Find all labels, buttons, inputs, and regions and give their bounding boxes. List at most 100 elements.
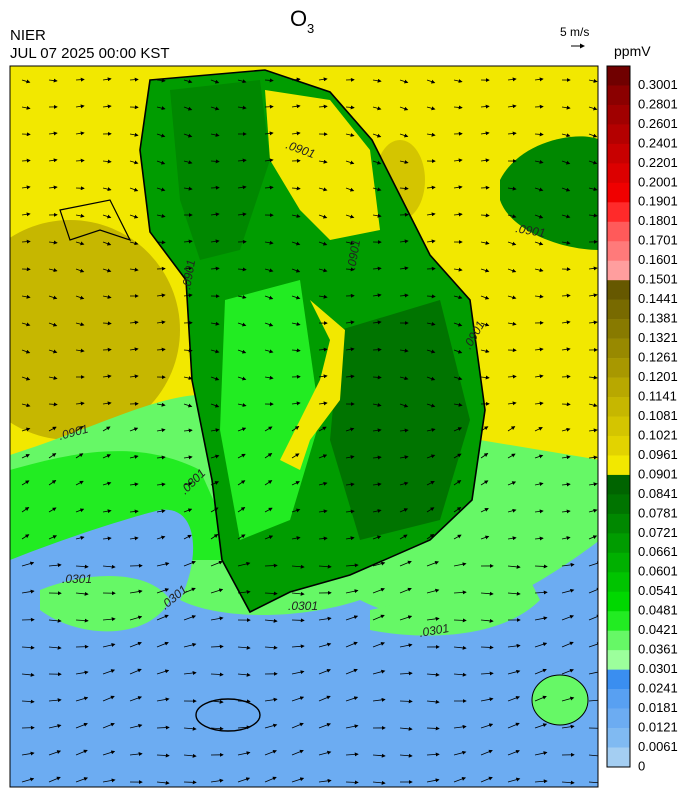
wind-arrow: [129, 160, 139, 165]
wind-arrow: [237, 672, 251, 677]
colorbar-frame: [606, 65, 631, 768]
wind-arrow: [372, 375, 382, 380]
wind-arrow: [561, 214, 571, 219]
wind-arrow: [453, 267, 463, 272]
wind-arrow: [75, 158, 85, 163]
wind-arrow: [561, 615, 574, 621]
wind-arrow: [588, 320, 598, 325]
wind-arrow: [453, 349, 463, 354]
wind-arrow: [21, 239, 31, 244]
wind-arrow: [129, 723, 143, 729]
wind-arrow: [75, 749, 88, 756]
wind-arrow: [102, 104, 112, 109]
colorbar-box: [607, 85, 630, 106]
wind-arrow: [480, 158, 490, 163]
colorbar-label: 0.1021: [638, 427, 678, 442]
wind-arrow: [399, 376, 409, 381]
wind-arrow: [21, 672, 35, 677]
wind-arrow: [480, 213, 490, 218]
wind-arrow: [210, 616, 224, 621]
wind-arrow: [21, 534, 30, 540]
wind-arrow: [156, 455, 166, 460]
wind-arrow: [102, 187, 112, 192]
colorbar-box: [607, 104, 630, 125]
wind-arrow: [318, 668, 331, 675]
wind-arrow: [534, 723, 548, 729]
wind-arrow: [534, 214, 544, 219]
wind-arrow: [291, 536, 301, 541]
wind-arrow: [507, 321, 517, 326]
wind-arrow: [480, 295, 490, 300]
wind-arrow: [48, 507, 57, 513]
colorbar-box: [607, 221, 630, 242]
wind-arrow: [183, 753, 197, 758]
wind-arrow: [210, 726, 224, 731]
colorbar-box: [607, 552, 630, 573]
colorbar-label: 0.0841: [638, 486, 678, 501]
wind-arrow: [345, 455, 355, 460]
wind-arrow: [156, 187, 166, 192]
wind-arrow: [102, 750, 116, 756]
colorbar-label: 0.2601: [638, 116, 678, 131]
wind-arrow: [318, 723, 331, 729]
wind-arrow: [102, 159, 112, 164]
wind-arrow: [372, 320, 382, 325]
wind-arrow: [507, 749, 520, 756]
colorbar-label: 0.1081: [638, 408, 678, 423]
colorbar-box: [607, 669, 630, 690]
colorbar-box: [607, 143, 630, 164]
wind-arrow: [588, 213, 598, 218]
wind-arrow: [588, 455, 598, 460]
wind-arrow: [183, 587, 196, 594]
wind-arrow: [480, 749, 493, 756]
colorbar-box: [607, 260, 630, 281]
wind-arrow: [426, 106, 436, 111]
wind-arrow: [480, 535, 490, 540]
wind-arrow: [399, 293, 409, 298]
wind-arrow: [291, 777, 305, 783]
colorbar-label: 0: [638, 758, 645, 773]
wind-arrow: [507, 268, 517, 273]
contour-label: .0901: [179, 259, 198, 291]
wind-arrow: [129, 132, 139, 137]
wind-arrow: [534, 187, 544, 192]
wind-arrow: [102, 509, 112, 514]
colorbar-unit: ppmV: [614, 43, 651, 59]
map-frame: [9, 65, 599, 788]
colorbar-label: 0.1201: [638, 369, 678, 384]
wind-arrow: [75, 480, 84, 486]
wind-arrow: [102, 268, 112, 273]
wind-arrow: [372, 642, 385, 648]
wind-arrow: [156, 347, 166, 352]
wind-arrow: [588, 375, 598, 380]
wind-arrow: [291, 481, 300, 486]
wind-arrow: [48, 776, 61, 783]
wind-arrow: [426, 507, 435, 513]
wind-arrow: [399, 348, 409, 353]
wind-arrow: [129, 77, 139, 82]
wind-arrow: [183, 615, 197, 621]
wind-arrow: [480, 322, 490, 327]
wind-arrow: [237, 403, 247, 407]
wind-arrow: [183, 266, 193, 271]
wind-arrow: [183, 428, 193, 433]
title-subscript: 3: [307, 21, 314, 36]
wind-arrow: [48, 426, 57, 432]
wind-arrow: [291, 749, 304, 756]
wind-arrow: [237, 267, 247, 272]
wind-arrow: [588, 160, 598, 165]
wind-arrow: [264, 507, 273, 513]
wind-arrow: [102, 695, 115, 702]
wind-arrow: [48, 750, 62, 756]
colorbar-box: [607, 299, 630, 320]
wind-arrow: [318, 695, 331, 702]
wind-arrow: [183, 376, 193, 380]
wind-arrow: [237, 158, 247, 163]
wind-arrow: [129, 241, 139, 246]
wind-arrow: [21, 480, 30, 486]
wind-arrow: [102, 294, 112, 299]
wind-arrow: [399, 239, 409, 244]
wind-arrow: [453, 158, 463, 163]
wind-arrow: [534, 347, 544, 352]
wind-arrow: [75, 453, 84, 459]
